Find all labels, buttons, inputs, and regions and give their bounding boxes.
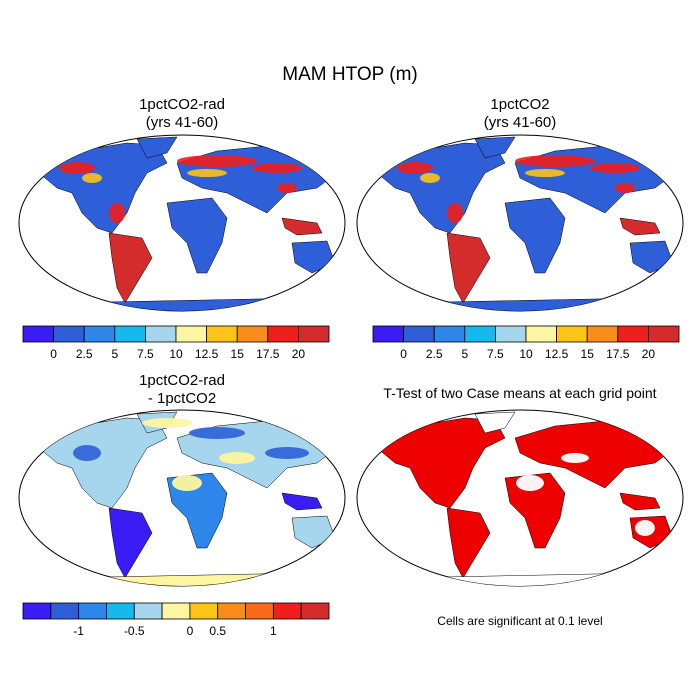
colorbar-tick-label: 10 [519,347,533,361]
panel-2-title: 1pctCO2 (yrs 41-60) [355,96,685,132]
map-panel-2 [356,134,684,312]
land-layer [38,411,338,586]
colorbar-1: 0 2.5 5 7.5 10 12.5 15 17.5 20 [22,325,330,361]
significance-note: Cells are significant at 0.1 level [437,614,603,628]
colorbar-swatch [297,325,330,343]
figure-title: MAM HTOP (m) [282,64,418,85]
colorbar-swatch [464,325,496,343]
significance-layer [376,411,676,586]
colorbar-tick-label: 12.5 [545,347,569,361]
colorbar-tick-label: 2.5 [76,347,93,361]
colorbar-tick-label: 15 [581,347,595,361]
panel-3-title-line2: - 1pctCO2 [147,390,217,407]
colorbar-swatch [556,325,588,343]
colorbar-tick-label: 5 [111,347,118,361]
panel-2-title-line2: (yrs 41-60) [483,114,557,131]
colorbar-swatch [525,325,558,343]
colorbar-swatch [22,602,52,620]
colorbar-tick-label: 0 [50,347,57,361]
colorbar-tick-label: 0 [187,624,194,638]
colorbar-swatch [217,602,246,620]
colorbar-swatch [175,325,208,343]
colorbar-swatch [617,325,649,343]
colorbar-swatch [245,602,274,620]
colorbar-swatch [78,602,107,620]
colorbar-tick-label: 17.5 [256,347,280,361]
colorbar-swatch [145,325,177,343]
colorbar-swatch [206,325,238,343]
colorbar-swatch [53,325,85,343]
panel-4-title: T-Test of two Case means at each grid po… [383,385,657,401]
colorbar-swatch [403,325,435,343]
panel-1-title-line2: (yrs 41-60) [145,114,219,131]
colorbar-tick-label: 2.5 [426,347,443,361]
colorbar-swatch [50,602,80,620]
panel-3-title: 1pctCO2-rad - 1pctCO2 [17,372,347,408]
colorbar-swatch [586,325,619,343]
colorbar-swatch [22,325,55,343]
colorbar-tick-label: 12.5 [195,347,219,361]
land-layer [38,136,338,311]
land-layer [376,136,676,311]
map-panel-3 [18,409,346,587]
map-panel-1 [18,134,346,312]
colorbar-tick-label: 1 [270,624,277,638]
colorbar-swatch [189,602,219,620]
colorbar-tick-label: 5 [461,347,468,361]
colorbar-tick-label: 20 [292,347,306,361]
colorbar-2: 0 2.5 5 7.5 10 12.5 15 17.5 20 [372,325,680,361]
map-panel-4 [356,409,684,587]
colorbar-tick-label: -0.5 [124,624,145,638]
colorbar-tick-label: 15 [231,347,245,361]
colorbar-tick-label: 20 [642,347,656,361]
colorbar-swatch [372,325,405,343]
colorbar-swatch [236,325,269,343]
colorbar-swatch [83,325,116,343]
colorbar-swatch [161,602,191,620]
colorbar-swatch [495,325,527,343]
panel-3-title-line1: 1pctCO2-rad [139,372,225,389]
colorbar-swatch [433,325,466,343]
colorbar-tick-label: 7.5 [137,347,154,361]
colorbar-swatch [106,602,135,620]
panel-1-title-line1: 1pctCO2-rad [139,96,225,113]
colorbar-swatch [272,602,302,620]
colorbar-tick-label: 17.5 [606,347,630,361]
panel-1-title: 1pctCO2-rad (yrs 41-60) [17,96,347,132]
panel-2-title-line1: 1pctCO2 [490,96,550,113]
colorbar-swatch [647,325,680,343]
colorbar-tick-label: 10 [169,347,183,361]
colorbar-tick-label: -1 [73,624,84,638]
colorbar-swatch [114,325,146,343]
colorbar-swatch [133,602,163,620]
colorbar-swatch [267,325,299,343]
colorbar-tick-label: 7.5 [487,347,504,361]
colorbar-tick-label: 0 [400,347,407,361]
colorbar-swatch [300,602,330,620]
colorbar-3: -1 -0.5 0 0.5 1 [22,602,330,638]
colorbar-tick-label: 0.5 [209,624,226,638]
